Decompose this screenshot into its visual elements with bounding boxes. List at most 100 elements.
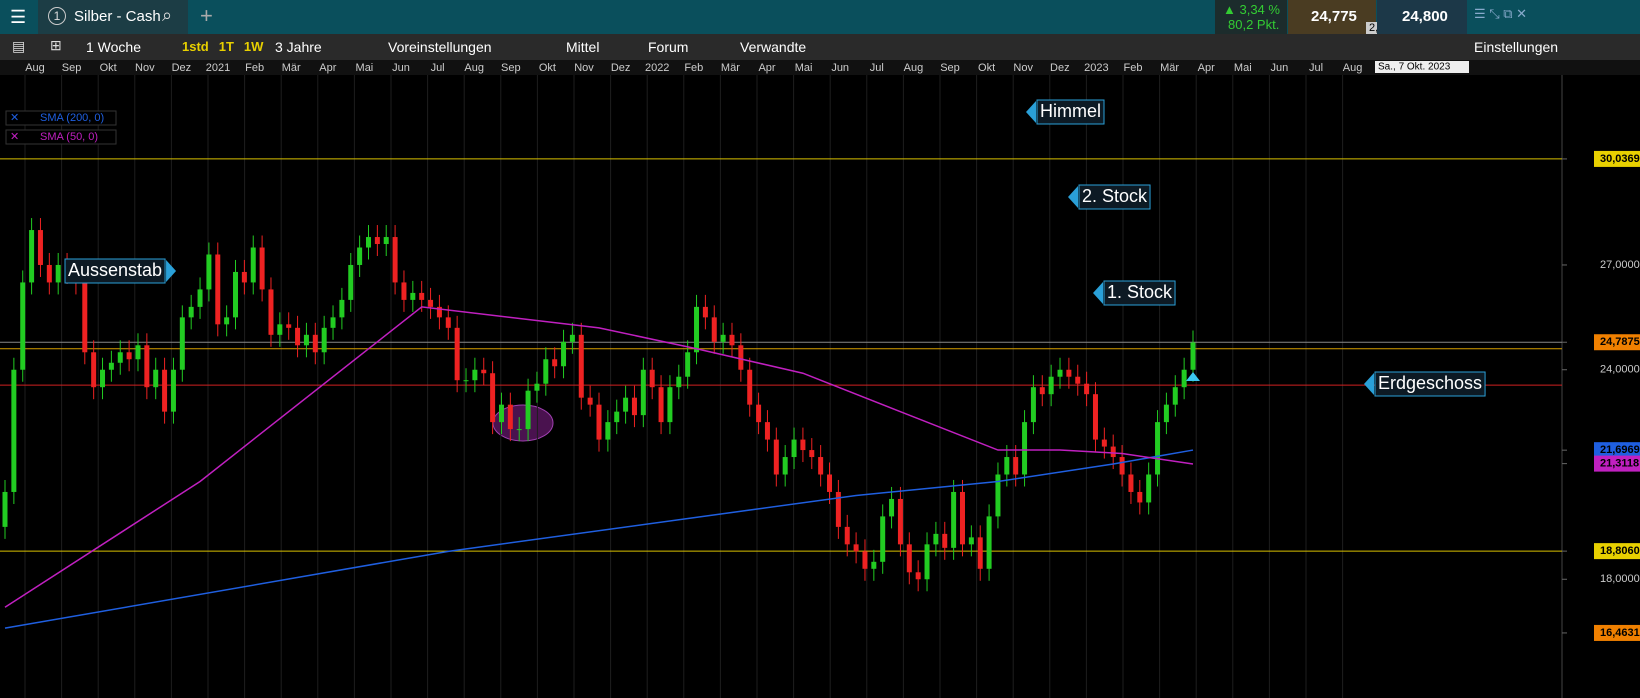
month-label: Jul [1309,62,1323,74]
add-tab[interactable]: + [200,3,213,28]
average[interactable]: Mittel [566,39,600,55]
candle [1030,387,1036,423]
menu[interactable]: ☰ [10,7,27,27]
candle [206,254,212,290]
legend-box [5,110,117,126]
layout-icon[interactable]: ⊞ [50,37,62,53]
candle [623,397,629,412]
interval[interactable]: 1std [182,39,209,54]
candle [20,282,26,370]
candle [498,404,504,423]
candle [428,299,434,307]
interval[interactable]: 1W [243,39,264,54]
y-tick-label: 21,3118 [1600,458,1639,470]
related[interactable]: Verwandte [740,39,807,55]
range[interactable]: 3 Jahre [275,39,322,55]
candle [995,474,1001,517]
candle [578,334,584,398]
month-label: 2023 [1084,62,1108,74]
candle [552,359,558,367]
y-tick-label: 18,0000 [1600,573,1640,585]
period[interactable]: 1 Woche [86,39,141,55]
window-controls[interactable]: ☰ ⤡ ⧉ ✕ [1474,6,1528,21]
candle [2,491,8,527]
candle [472,369,478,381]
month-label: Nov [574,62,594,74]
candle [986,516,992,569]
top-bar: ☰ 1 Silber - Cash ⌕ + ▲ 3,34 % 80,2 Pkt.… [0,0,1640,34]
y-tick-label: 27,0000 [1600,259,1640,271]
bid-box[interactable] [1288,0,1376,34]
candle [871,561,877,569]
candle [436,306,442,318]
candle [968,537,974,545]
month-label: Apr [319,62,336,74]
search-icon[interactable]: ⌕ [162,5,173,25]
candle [1048,376,1054,395]
candle [897,498,903,545]
tab-title[interactable]: Silber - Cash [74,8,161,25]
candle [233,271,239,318]
ask[interactable]: 24,800 [1402,8,1448,25]
candle [1022,422,1028,475]
candle [454,327,460,381]
candle [117,352,123,363]
candle [534,383,540,391]
month-label: Mär [282,62,301,74]
toolbar: ▤ ⊞ 1 Woche 1std 1T 1W 3 Jahre Voreinstell… [0,34,1640,60]
month-label: Feb [1124,62,1143,74]
candle [11,369,17,492]
bid[interactable]: 24,775 [1311,8,1357,25]
candle [357,247,363,265]
month-label: Okt [539,62,556,74]
candle [906,544,912,573]
candle [711,317,717,342]
ask-box[interactable] [1377,0,1467,34]
candle [481,369,487,374]
candle [419,292,425,300]
candle [764,422,770,440]
candle [410,292,416,300]
candle [773,439,779,475]
month-label: Okt [100,62,117,74]
forum[interactable]: Forum [648,39,689,55]
sma-line [4,306,1194,608]
candle [738,345,744,370]
presets[interactable]: Voreinstellungen [388,39,492,55]
interval[interactable]: 1T [218,39,234,54]
candle [1128,474,1134,492]
candle [268,289,274,335]
list-icon[interactable]: ▤ [12,38,26,54]
candle [507,404,513,430]
candle [1172,387,1178,405]
annotation-arrow [166,260,177,282]
candle [303,334,309,346]
month-label: Nov [135,62,155,74]
candle [100,369,106,388]
candle [1057,369,1063,377]
candle [720,334,726,342]
candle [915,572,921,580]
candle [800,439,806,451]
candle [144,345,150,388]
month-label: Mär [721,62,740,74]
candle [818,457,824,475]
y-tick-label: 21,6969 [1600,444,1640,456]
y-tick-label: 30,0369 [1600,153,1640,165]
candle [295,327,301,346]
candle [959,491,965,545]
month-label: Feb [245,62,264,74]
price-box [1594,442,1640,459]
settings[interactable]: Einstellungen [1474,39,1559,55]
candle [445,317,451,328]
candle [809,450,815,458]
month-label: Sep [62,62,82,74]
candle [640,369,646,416]
change-box [1215,0,1287,34]
annotation: 1. Stock [1107,282,1173,302]
month-label: 2022 [645,62,669,74]
candle [791,439,797,458]
change-pts: 80,2 Pkt. [1228,17,1280,32]
month-label: Jul [431,62,445,74]
candle [1163,404,1169,423]
